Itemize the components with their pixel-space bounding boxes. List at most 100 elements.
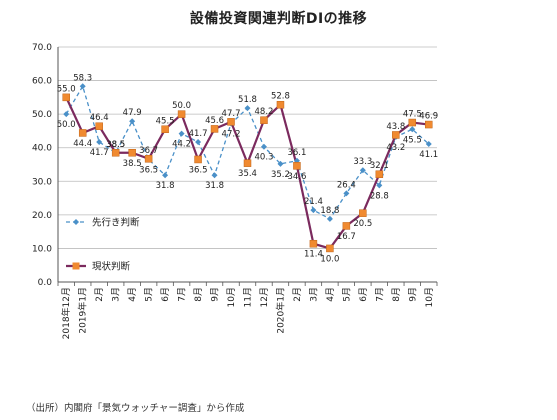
forecast-data-label: 21.4 xyxy=(304,197,323,207)
forecast-data-label: 28.8 xyxy=(370,191,389,201)
current-point xyxy=(210,125,219,133)
forecast-data-label: 31.8 xyxy=(156,181,175,191)
y-tick-label: 50.0 xyxy=(32,110,52,120)
forecast-data-label: 33.3 xyxy=(353,157,372,167)
forecast-point xyxy=(425,141,432,148)
forecast-data-label: 18.8 xyxy=(320,206,339,216)
current-point xyxy=(408,118,417,127)
forecast-point xyxy=(63,111,70,118)
legend-marker-current xyxy=(72,262,80,270)
current-data-label: 52.8 xyxy=(271,92,290,102)
current-data-label: 34.6 xyxy=(287,172,306,182)
y-tick-label: 70.0 xyxy=(32,43,52,53)
y-tick-label: 0.0 xyxy=(38,278,53,288)
series-group xyxy=(62,83,433,253)
forecast-data-label: 51.8 xyxy=(238,95,257,105)
x-tick-label: 10月 xyxy=(424,287,435,307)
current-point xyxy=(342,222,351,230)
current-data-label: 48.2 xyxy=(255,107,274,117)
x-tick-label: 5月 xyxy=(341,287,352,302)
current-point xyxy=(260,116,268,124)
forecast-point xyxy=(244,105,251,112)
forecast-data-label: 58.3 xyxy=(73,73,92,83)
forecast-data-label: 31.8 xyxy=(205,181,224,191)
current-point xyxy=(128,149,136,157)
x-tick-label: 7月 xyxy=(177,287,188,302)
current-data-label: 38.5 xyxy=(123,159,142,169)
current-point xyxy=(293,162,301,170)
current-data-label: 35.4 xyxy=(238,169,257,179)
current-point xyxy=(95,122,103,130)
current-point xyxy=(359,209,367,217)
current-data-label: 47.7 xyxy=(222,109,241,119)
current-data-label: 44.4 xyxy=(73,139,92,149)
current-point xyxy=(194,155,202,164)
forecast-point xyxy=(310,207,317,214)
legend-marker-forecast xyxy=(73,219,79,225)
y-tick-label: 20.0 xyxy=(32,211,52,221)
x-tick-label: 9月 xyxy=(407,287,418,302)
current-point xyxy=(144,155,153,163)
forecast-point xyxy=(260,143,267,150)
current-data-label: 45.6 xyxy=(205,116,224,126)
data-labels: 55.0 44.4 46.4 38.5 38.5 36.7 45.5 50.0 36.5 45.6… xyxy=(57,73,438,264)
current-data-label: 46.9 xyxy=(419,112,438,122)
current-point xyxy=(177,110,186,118)
forecast-point xyxy=(359,167,366,174)
forecast-data-label: 36.1 xyxy=(287,148,306,158)
x-tick-label: 6月 xyxy=(358,287,369,302)
current-data-label: 50.0 xyxy=(172,101,191,111)
x-tick-label: 9月 xyxy=(210,287,221,302)
forecast-data-label: 36.5 xyxy=(139,165,158,175)
x-tick-label: 11月 xyxy=(243,287,254,307)
chart-title: 設備投資関連判断DIの推移 xyxy=(189,11,368,27)
legend-label-forecast: 先行き判断 xyxy=(92,217,140,229)
forecast-data-label: 50.0 xyxy=(57,120,76,130)
forecast-point xyxy=(326,215,333,222)
x-tick-label: 12月 xyxy=(259,287,270,307)
x-tick-label: 2月 xyxy=(292,287,303,302)
forecast-point xyxy=(79,83,86,90)
forecast-data-label: 41.1 xyxy=(419,150,438,160)
y-tick-label: 60.0 xyxy=(32,77,52,87)
forecast-data-label: 38.5 xyxy=(106,140,125,150)
forecast-data-label: 47.2 xyxy=(222,130,241,140)
current-data-label: 36.5 xyxy=(189,165,208,175)
x-tick-label: 2020年1月 xyxy=(274,287,286,334)
current-data-label: 32.1 xyxy=(370,161,389,171)
forecast-point xyxy=(96,139,103,146)
current-data-label: 45.5 xyxy=(156,116,175,126)
forecast-point xyxy=(178,130,185,137)
x-tick-label: 5月 xyxy=(144,287,155,302)
current-point xyxy=(243,159,252,167)
forecast-point xyxy=(376,182,383,189)
forecast-data-label: 26.4 xyxy=(337,180,356,190)
current-data-label: 55.0 xyxy=(57,84,76,94)
y-tick-label: 10.0 xyxy=(32,244,52,254)
current-point xyxy=(392,131,400,139)
legend-label-current: 現状判断 xyxy=(92,261,131,273)
current-data-label: 16.7 xyxy=(337,232,356,242)
y-tick-label: 40.0 xyxy=(32,144,52,154)
current-point xyxy=(425,120,433,129)
x-tick-label: 2月 xyxy=(94,287,105,302)
current-data-label: 43.8 xyxy=(386,122,405,132)
current-point xyxy=(111,149,120,157)
current-point xyxy=(276,100,285,109)
x-tick-label: 2019年1月 xyxy=(77,287,89,334)
forecast-point xyxy=(343,190,350,197)
x-tick-label: 8月 xyxy=(391,287,402,302)
forecast-data-label: 43.2 xyxy=(386,143,405,153)
forecast-data-label: 45.5 xyxy=(403,135,422,145)
x-tick-label: 3月 xyxy=(308,287,319,302)
current-data-label: 46.4 xyxy=(90,113,109,123)
forecast-data-label: 44.2 xyxy=(172,140,191,150)
x-tick-label: 10月 xyxy=(226,287,237,307)
x-tick-label: 7月 xyxy=(374,287,385,302)
forecast-data-label: 40.3 xyxy=(255,153,274,163)
current-point xyxy=(161,125,169,133)
current-point xyxy=(62,93,70,102)
forecast-data-label: 47.9 xyxy=(123,108,142,118)
current-data-label: 11.4 xyxy=(304,250,323,260)
